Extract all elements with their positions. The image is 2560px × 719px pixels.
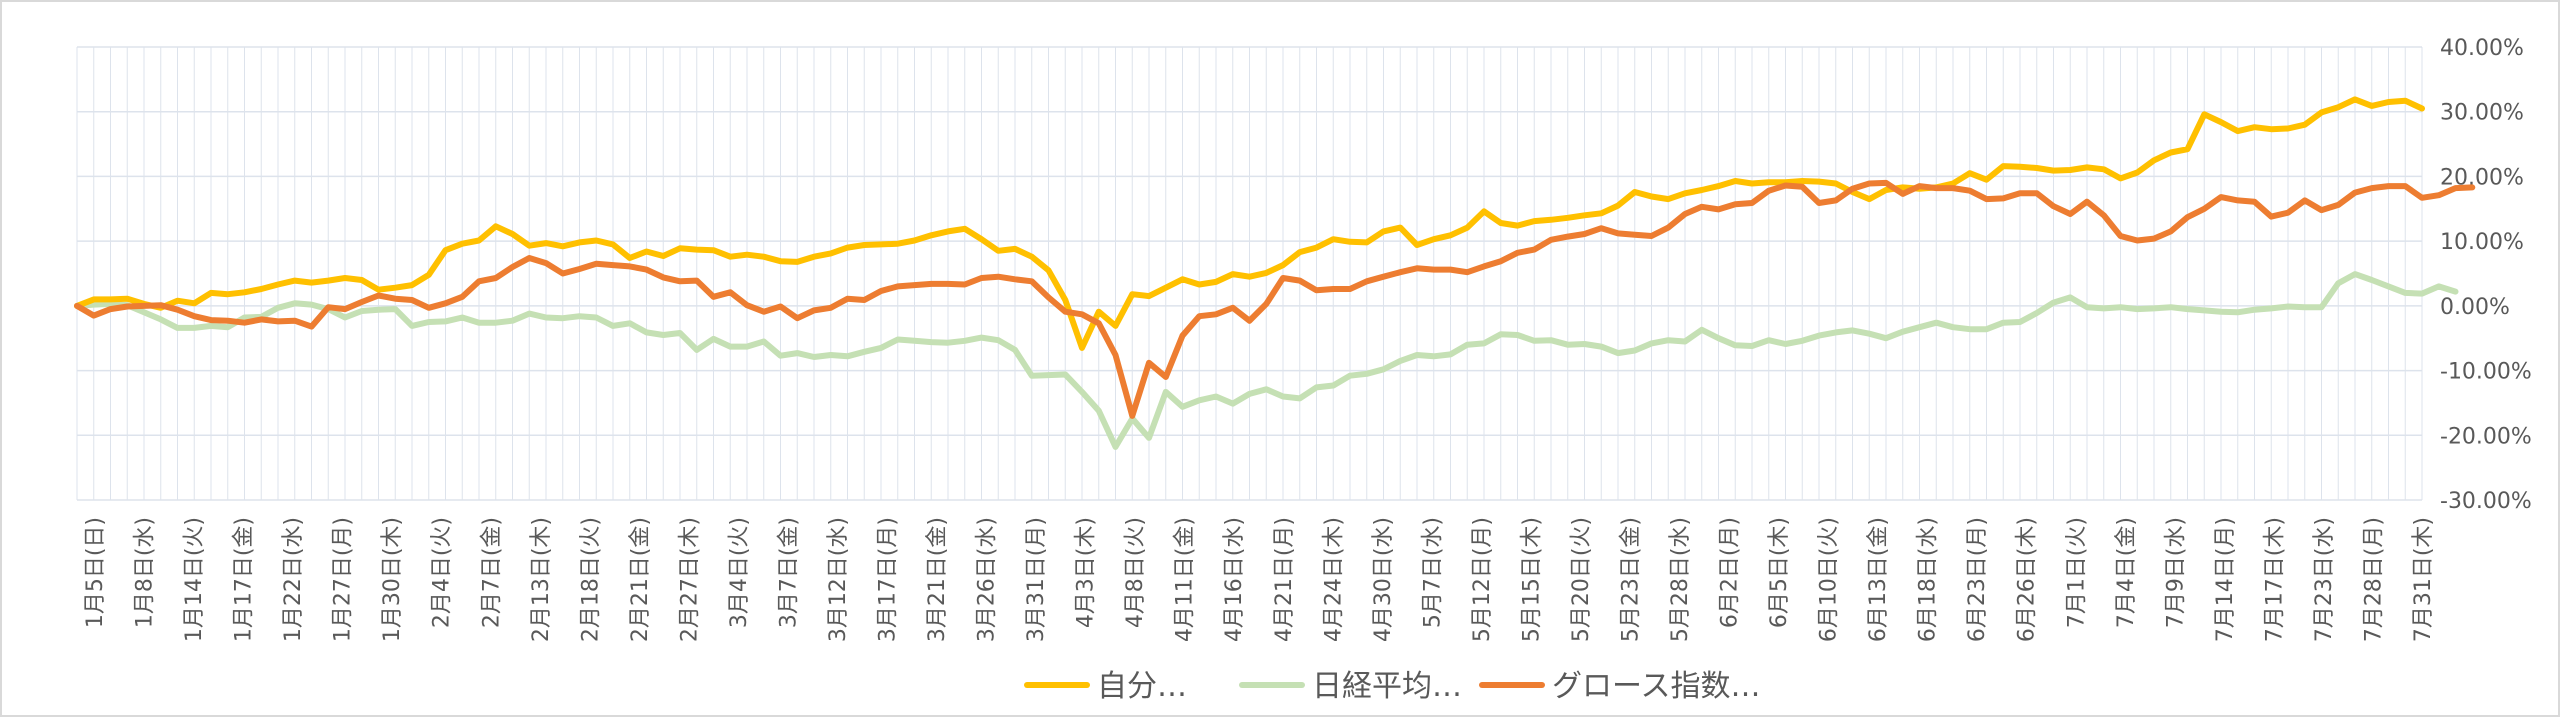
x-tick-label: 2月7日(金) [479,517,504,628]
y-tick-label: -30.00% [2440,489,2532,514]
x-tick-label: 6月10日(火) [1817,517,1842,642]
legend-label-1: 自分… [1097,669,1187,704]
x-tick-label: 7月28日(月) [2361,517,2386,642]
x-tick-label: 2月4日(火) [430,517,455,628]
x-tick-label: 2月18日(火) [578,517,603,642]
x-tick-label: 5月7日(水) [1420,517,1445,628]
x-axis-ticks: 1月5日(日) 1月8日(水) 1月14日(火) 1月17日(金) 1月22日(水) 1月… [83,517,2436,642]
x-tick-label: 6月2日(月) [1718,517,1743,628]
y-tick-label: -20.00% [2440,424,2532,449]
x-tick-label: 6月18日(水) [1916,517,1941,642]
x-tick-label: 6月5日(木) [1767,517,1792,628]
series-lines [74,96,2476,450]
x-tick-label: 1月17日(金) [232,517,257,642]
x-tick-label: 3月31日(月) [1024,517,1049,642]
series-line-2 [74,271,2459,450]
x-tick-label: 7月17日(木) [2262,517,2287,642]
x-tick-label: 4月30日(水) [1371,517,1396,642]
y-tick-label: -10.00% [2440,360,2532,385]
x-tick-label: 7月9日(水) [2163,517,2188,628]
x-tick-label: 7月4日(金) [2114,517,2139,628]
x-tick-label: 2月27日(木) [677,517,702,642]
x-tick-label: 5月28日(水) [1668,517,1693,642]
x-tick-label: 4月8日(火) [1123,517,1148,628]
x-tick-label: 3月26日(水) [975,517,1000,642]
x-tick-label: 2月13日(木) [529,517,554,642]
y-tick-label: 10.00% [2440,230,2524,255]
x-tick-label: 1月22日(水) [281,517,306,642]
series-line-1 [74,96,2425,351]
x-tick-label: 6月13日(金) [1866,517,1891,642]
x-tick-label: 5月12日(月) [1470,517,1495,642]
x-tick-label: 1月8日(水) [133,517,158,628]
x-tick-label: 6月26日(木) [2015,517,2040,642]
x-tick-label: 6月23日(月) [1965,517,1990,642]
legend: 自分… 日経平均… グロース指数… [1024,669,1761,704]
grid [76,46,2423,501]
x-tick-label: 7月23日(水) [2312,517,2337,642]
x-tick-label: 5月23日(金) [1618,517,1643,642]
x-tick-label: 7月1日(火) [2064,517,2089,628]
y-tick-label: 0.00% [2440,295,2510,320]
x-tick-label: 1月30日(木) [380,517,405,642]
x-tick-label: 1月27日(月) [331,517,356,642]
y-tick-label: 40.00% [2440,36,2524,61]
x-tick-label: 7月14日(月) [2213,517,2238,642]
x-tick-label: 1月5日(日) [83,517,108,628]
x-tick-label: 4月24日(木) [1321,517,1346,642]
legend-label-3: グロース指数… [1552,669,1761,704]
x-tick-label: 4月11日(金) [1173,517,1198,642]
x-tick-label: 3月17日(月) [876,517,901,642]
y-tick-label: 30.00% [2440,101,2524,126]
x-tick-label: 3月4日(火) [727,517,752,628]
x-tick-label: 1月14日(火) [182,517,207,642]
x-tick-label: 7月31日(木) [2411,517,2436,642]
legend-label-2: 日経平均… [1312,669,1462,704]
x-tick-label: 3月21日(金) [925,517,950,642]
x-tick-label: 2月21日(金) [628,517,653,642]
x-tick-label: 4月21日(月) [1272,517,1297,642]
x-tick-label: 3月12日(水) [826,517,851,642]
x-tick-label: 5月20日(火) [1569,517,1594,642]
x-tick-label: 3月7日(金) [776,517,801,628]
y-axis-ticks: -30.00%-20.00%-10.00%0.00%10.00%20.00%30… [2440,36,2532,514]
series-line-3 [74,179,2476,419]
x-tick-label: 4月3日(木) [1074,517,1099,628]
x-tick-label: 5月15日(木) [1519,517,1544,642]
x-tick-label: 4月16日(水) [1222,517,1247,642]
